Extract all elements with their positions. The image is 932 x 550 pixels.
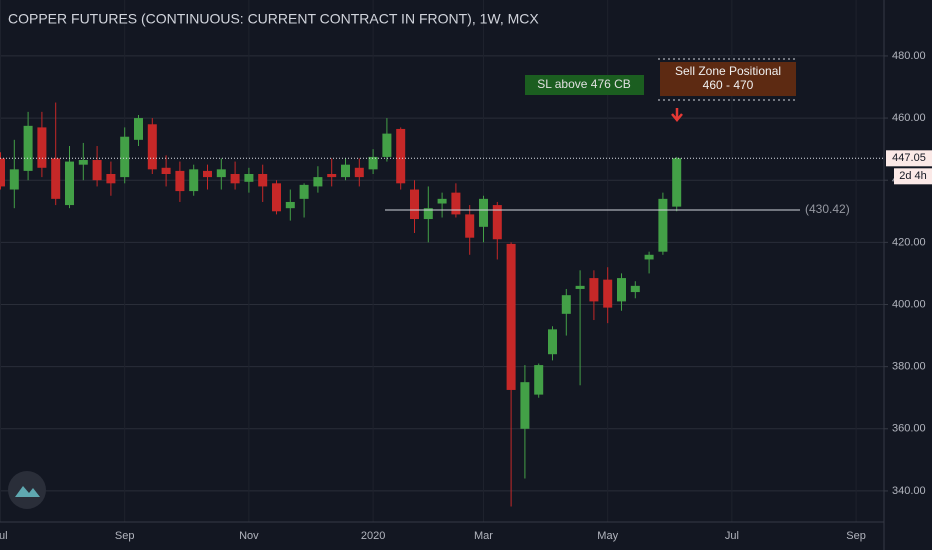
logo (8, 471, 46, 509)
candle-body (92, 160, 102, 181)
candle-body (437, 198, 447, 204)
candle-body (410, 189, 419, 220)
arrow (671, 108, 683, 122)
candle-body (354, 167, 364, 178)
x-tick-label: 2020 (361, 530, 385, 542)
candle-body (147, 124, 157, 170)
candle-body (534, 365, 544, 395)
candle-body (65, 161, 74, 206)
candle-body (23, 125, 33, 171)
candle-body (479, 198, 488, 227)
candle-body (423, 208, 433, 220)
candle-body (313, 177, 323, 187)
countdown-box (894, 168, 932, 185)
candle-body (0, 158, 5, 187)
candle-body (589, 278, 599, 302)
candle-body (368, 156, 378, 170)
candle-body (617, 278, 626, 302)
candle-body (51, 158, 61, 199)
candle-body (603, 279, 613, 308)
last-price-box (886, 150, 932, 167)
grid (0, 0, 884, 522)
y-tick-label: 480.00 (892, 50, 926, 62)
chart-title: COPPER FUTURES (CONTINUOUS: CURRENT CONT… (8, 11, 539, 27)
candle-body (630, 285, 640, 293)
candle-body (37, 127, 47, 168)
sl-note: SL above 476 CB (537, 77, 631, 91)
candle-body (161, 167, 171, 174)
y-tick-label: 360.00 (892, 423, 926, 435)
candle-body (575, 285, 585, 289)
candle-body (258, 174, 268, 187)
sl-box (525, 75, 644, 95)
candle-body (382, 133, 392, 157)
candle-body (672, 158, 682, 207)
x-tick-label: Jul (0, 530, 8, 542)
candle-body (285, 201, 295, 209)
logo-icon (15, 486, 40, 497)
candle-body (644, 254, 654, 260)
candle-body (106, 174, 116, 184)
y-tick-label: 380.00 (892, 361, 926, 373)
candle-body (175, 170, 185, 192)
x-tick-label: May (597, 530, 618, 542)
candle-body (272, 183, 281, 212)
candle-body (78, 160, 88, 165)
candle-body (451, 192, 461, 215)
candle-body (189, 169, 199, 192)
x-tick-label: Jul (725, 530, 739, 542)
candle-body (134, 118, 143, 140)
countdown-label: 2d 4h (899, 170, 927, 182)
level-label: (430.42) (805, 202, 850, 216)
candle-body (465, 214, 475, 238)
candle-body (230, 174, 240, 184)
candle-body (341, 164, 350, 178)
candle-body (120, 136, 130, 178)
candle-body (548, 329, 557, 355)
candle-body (561, 295, 571, 314)
y-tick-label: 420.00 (892, 236, 926, 248)
candle-body (492, 205, 502, 240)
candle-body (658, 198, 668, 252)
y-tick-label: 460.00 (892, 112, 926, 124)
x-tick-label: Sep (846, 530, 866, 542)
candle-body (244, 174, 254, 182)
last-price-label: 447.05 (892, 152, 926, 164)
x-tick-label: Sep (115, 530, 135, 542)
candle-body (203, 170, 212, 178)
candle-body (299, 184, 309, 199)
candle-body (506, 243, 516, 390)
candle-body (327, 174, 337, 178)
sell-zone-range: 460 - 470 (703, 78, 754, 92)
y-tick-label: 340.00 (892, 485, 926, 497)
candle-body (396, 128, 406, 184)
x-tick-label: Mar (474, 530, 493, 542)
sell-zone-title: Sell Zone Positional (675, 64, 781, 78)
x-tick-label: Nov (239, 530, 259, 542)
candles (0, 102, 682, 507)
sell-zone-box (660, 62, 796, 96)
candle-body (9, 169, 19, 190)
candle-body (216, 169, 226, 178)
candle-body (520, 382, 530, 429)
y-tick-label: 400.00 (892, 298, 926, 310)
